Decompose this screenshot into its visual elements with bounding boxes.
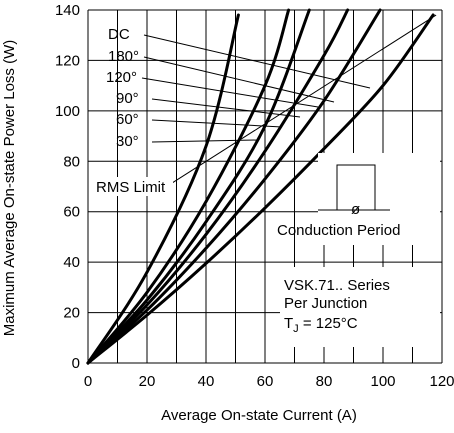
x-tick-label: 20 — [139, 373, 156, 390]
y-tick-label: 80 — [63, 153, 80, 170]
y-axis-label: Maximum Average On-state Power Loss (W) — [1, 40, 18, 336]
phi-symbol: ø — [351, 201, 360, 218]
note-background — [280, 267, 440, 347]
x-axis-label: Average On-state Current (A) — [161, 407, 357, 424]
series-line-5 — [86, 13, 240, 365]
curve-labels: DC 180° 120° 90° 60° 30° RMS Limit — [95, 26, 173, 196]
rms-limit-label: RMS Limit — [96, 179, 166, 196]
tj-value: = 125°C — [299, 315, 358, 332]
x-tick-label: 60 — [257, 373, 274, 390]
tj-subscript: J — [293, 323, 299, 335]
series-line-3 — [86, 8, 311, 365]
leader-line-4 — [151, 119, 283, 128]
series-line-0 — [86, 13, 435, 365]
rms-limit-line — [170, 14, 437, 185]
curve-label-1: 180° — [108, 48, 139, 65]
label-leaders — [141, 34, 371, 143]
conduction-period-label: Conduction Period — [277, 222, 400, 239]
curves — [86, 8, 435, 365]
x-tick-label: 40 — [198, 373, 215, 390]
inset-background — [318, 153, 440, 245]
leader-line-1 — [143, 56, 335, 103]
leader-line-0 — [143, 34, 371, 89]
y-tick-label: 0 — [72, 355, 80, 372]
y-tick-label: 20 — [63, 305, 80, 322]
conduction-waveform — [318, 164, 390, 211]
curve-label-4: 60° — [116, 111, 139, 128]
series-note: VSK.71.. Series — [284, 277, 390, 294]
rms-limit-segment — [170, 14, 437, 185]
tj-note: TJ = 125°C — [284, 315, 358, 335]
y-tick-label: 60 — [63, 204, 80, 221]
x-tick-labels: 0 20 40 60 80 100 120 — [84, 373, 454, 390]
y-tick-label: 100 — [55, 103, 80, 120]
x-tick-label: 80 — [316, 373, 333, 390]
series-line-2 — [86, 8, 350, 365]
y-tick-label: 140 — [55, 2, 80, 19]
series-note-box: VSK.71.. Series Per Junction TJ = 125°C — [280, 267, 440, 347]
curve-label-0: DC — [108, 26, 130, 43]
rms-label-bg — [95, 177, 173, 196]
x-tick-label: 0 — [84, 373, 92, 390]
conduction-period-inset: ø Conduction Period — [277, 153, 440, 245]
y-tick-labels: 0 20 40 60 80 100 120 140 — [55, 2, 80, 372]
leader-line-3 — [151, 98, 301, 118]
tj-prefix: T — [284, 315, 293, 332]
leader-line-2 — [141, 77, 319, 108]
junction-note: Per Junction — [284, 295, 367, 312]
curve-label-2: 120° — [106, 69, 137, 86]
x-tick-label: 120 — [429, 373, 454, 390]
series-line-4 — [86, 8, 291, 365]
curve-label-3: 90° — [116, 90, 139, 107]
leader-line-5 — [151, 139, 259, 143]
y-tick-label: 40 — [63, 254, 80, 271]
series-line-1 — [86, 8, 382, 365]
curve-label-5: 30° — [116, 133, 139, 150]
x-tick-label: 100 — [370, 373, 395, 390]
y-tick-label: 120 — [55, 52, 80, 69]
